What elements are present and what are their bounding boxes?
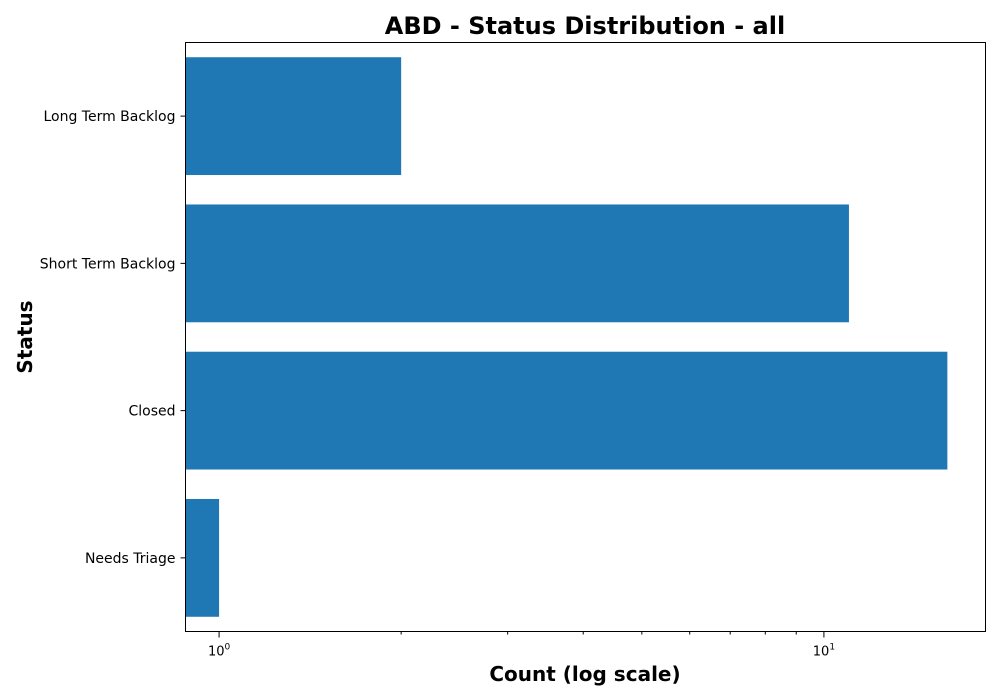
y-tick-label: Closed [128, 404, 175, 420]
y-axis-ticks: Long Term Backlog Short Term Backlog Close… [40, 109, 186, 567]
x-axis-label: Count (log scale) [489, 662, 680, 686]
x-tick-label: 101 [813, 643, 835, 660]
x-tick-label: 100 [208, 643, 231, 660]
y-tick-label: Needs Triage [85, 551, 176, 567]
y-tick-label: Long Term Backlog [43, 109, 175, 125]
x-axis-ticks: 100 101 [208, 631, 835, 660]
y-tick-label: Short Term Backlog [40, 256, 176, 272]
bar-closed [185, 351, 948, 470]
plot-frame [185, 42, 986, 632]
bar-long-term-backlog [185, 57, 402, 176]
chart-title: ABD - Status Distribution - all [385, 12, 785, 40]
y-axis-label: Status [13, 300, 37, 373]
bars-group [185, 57, 948, 617]
bar-short-term-backlog [185, 204, 849, 323]
bar-needs-triage [185, 498, 220, 617]
